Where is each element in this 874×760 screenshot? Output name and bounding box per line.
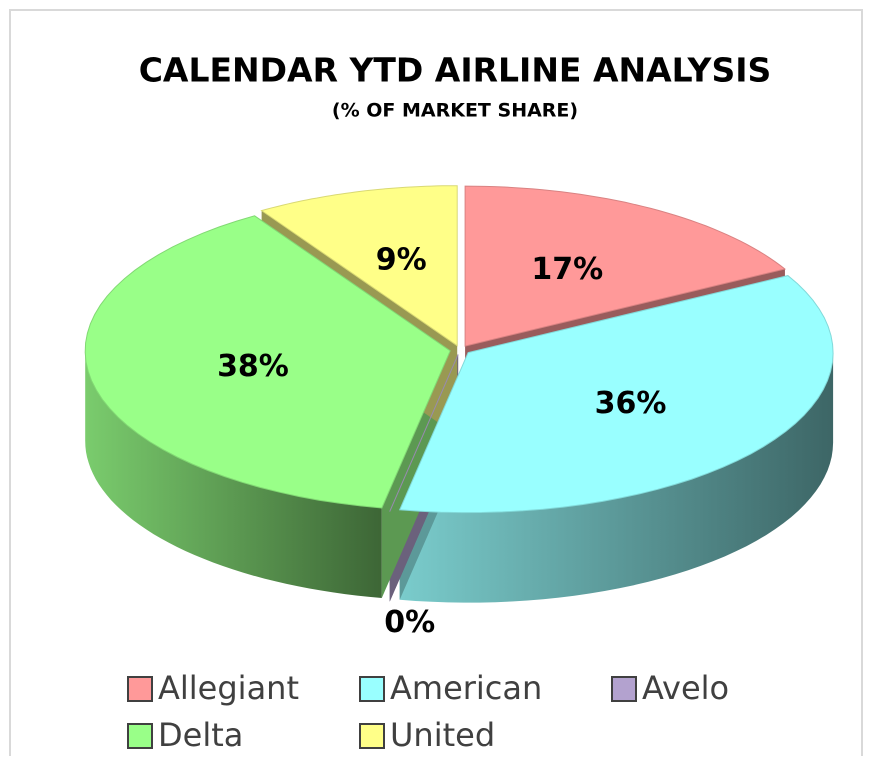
data-label: 0%: [384, 605, 435, 640]
legend-swatch: [127, 723, 153, 749]
data-label: 36%: [595, 386, 667, 421]
legend-label: United: [390, 716, 495, 754]
data-label: 9%: [376, 243, 427, 278]
slice: [389, 354, 459, 512]
legend-swatch: [359, 723, 385, 749]
data-label: 38%: [217, 349, 289, 384]
slice: [464, 185, 787, 347]
chart-subtitle: (% OF MARKET SHARE): [332, 100, 578, 122]
data-label: 17%: [531, 252, 603, 287]
chart-title: CALENDAR YTD AIRLINE ANALYSIS: [139, 51, 772, 90]
legend-swatch: [127, 676, 153, 702]
slice: [260, 185, 458, 347]
legend-swatch: [611, 676, 637, 702]
legend-label: Delta: [158, 716, 243, 754]
slice: [84, 215, 451, 509]
slice-side: [85, 350, 382, 598]
legend-label: Allegiant: [158, 669, 299, 707]
legend-label: American: [390, 669, 542, 707]
legend-swatch: [359, 676, 385, 702]
legend-label: Avelo: [642, 669, 729, 707]
slice-side: [399, 352, 834, 603]
slice: [398, 275, 834, 514]
